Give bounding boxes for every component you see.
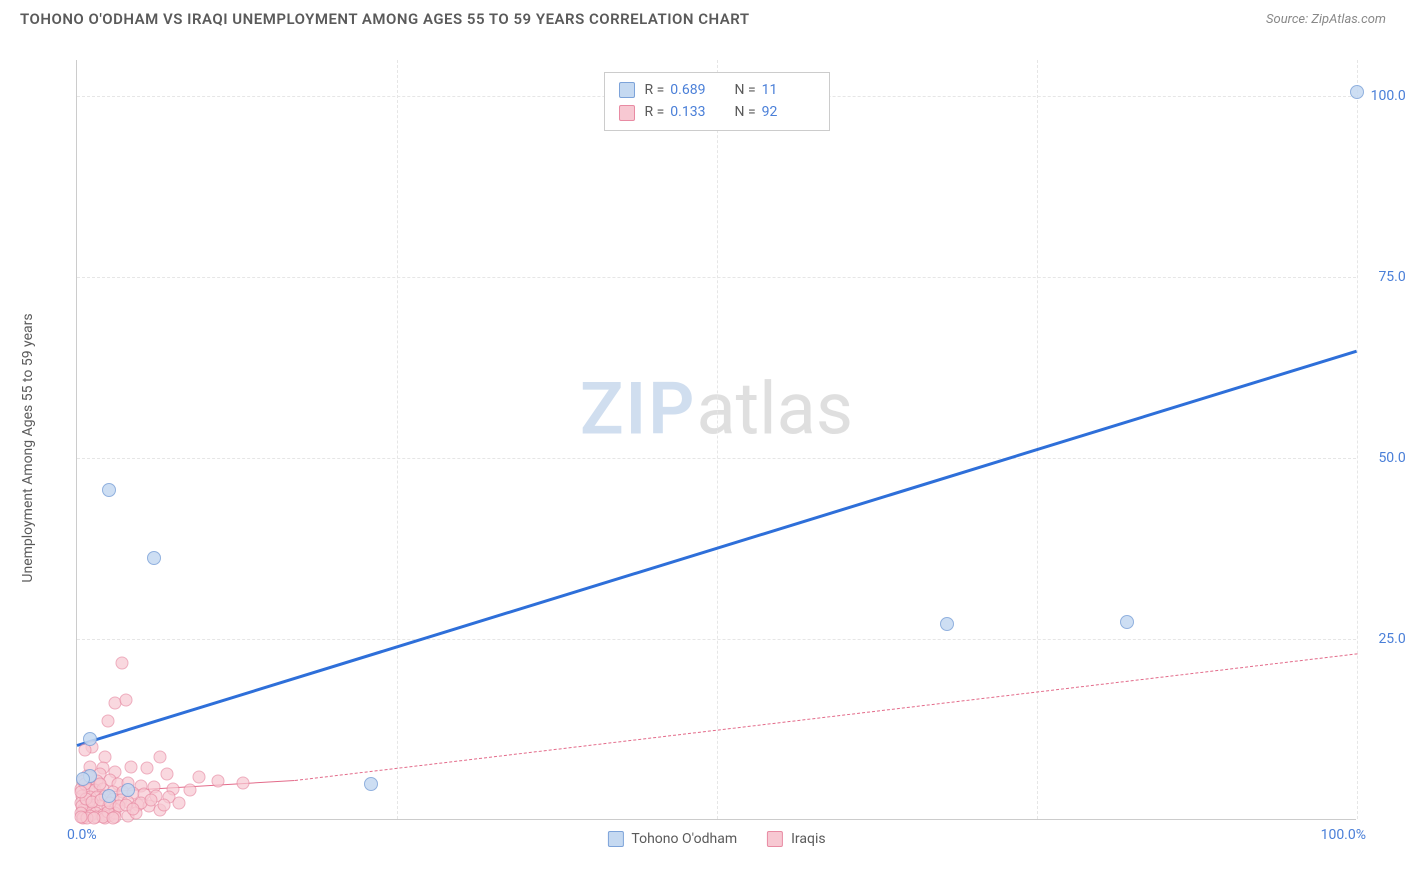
n-value-0: 11 [762, 79, 778, 101]
x-tick-end: 100.0% [1321, 827, 1366, 843]
data-point [119, 693, 132, 706]
r-value-0: 0.689 [670, 79, 705, 101]
watermark-atlas: atlas [696, 367, 853, 452]
data-point [160, 768, 173, 781]
data-point [1120, 615, 1134, 629]
stats-legend: R = 0.689 N = 11 R = 0.133 N = 92 [604, 72, 830, 131]
r-label: R = [645, 101, 665, 123]
y-axis-label: Unemployment Among Ages 55 to 59 years [20, 313, 36, 582]
data-point [211, 774, 224, 787]
legend-item-iraqis: Iraqis [767, 831, 825, 847]
data-point [154, 751, 167, 764]
series-legend: Tohono O'odham Iraqis [607, 831, 825, 847]
data-point [173, 797, 186, 810]
chart-container: Unemployment Among Ages 55 to 59 years Z… [48, 48, 1388, 848]
y-tick-label: 75.0% [1378, 269, 1406, 285]
n-label: N = [735, 101, 756, 123]
swatch-tohono-icon [619, 82, 635, 98]
legend-label-1: Iraqis [791, 831, 825, 847]
data-point [102, 789, 116, 803]
data-point [74, 810, 87, 823]
legend-item-tohono: Tohono O'odham [607, 831, 737, 847]
data-point [127, 802, 140, 815]
x-tick-start: 0.0% [67, 827, 97, 843]
y-tick-label: 25.0% [1378, 631, 1406, 647]
watermark-zip: ZIP [580, 367, 696, 452]
gridline-v [397, 60, 398, 819]
data-point [364, 777, 378, 791]
data-point [192, 771, 205, 784]
data-point [121, 783, 135, 797]
swatch-tohono-icon [607, 831, 623, 847]
n-value-1: 92 [762, 101, 778, 123]
stats-row-1: R = 0.133 N = 92 [619, 101, 815, 123]
data-point [124, 760, 137, 773]
data-point [101, 715, 114, 728]
stats-row-0: R = 0.689 N = 11 [619, 79, 815, 101]
data-point [83, 732, 97, 746]
r-label: R = [645, 79, 665, 101]
y-tick-label: 50.0% [1378, 450, 1406, 466]
data-point [147, 551, 161, 565]
data-point [237, 776, 250, 789]
data-point [76, 772, 90, 786]
r-value-1: 0.133 [670, 101, 705, 123]
n-label: N = [735, 79, 756, 101]
source-label: Source: ZipAtlas.com [1266, 12, 1386, 27]
data-point [115, 657, 128, 670]
gridline-v [1357, 60, 1358, 819]
data-point [141, 762, 154, 775]
data-point [940, 617, 954, 631]
plot-area: ZIPatlas R = 0.689 N = 11 R = 0.133 N = … [76, 60, 1356, 820]
data-point [102, 483, 116, 497]
swatch-iraqis-icon [619, 105, 635, 121]
trend-line [295, 654, 1358, 782]
data-point [183, 784, 196, 797]
data-point [1350, 85, 1364, 99]
legend-label-0: Tohono O'odham [631, 831, 737, 847]
swatch-iraqis-icon [767, 831, 783, 847]
data-point [106, 811, 119, 824]
y-tick-label: 100.0% [1371, 88, 1406, 104]
data-point [87, 811, 100, 824]
header: TOHONO O'ODHAM VS IRAQI UNEMPLOYMENT AMO… [0, 0, 1406, 28]
data-point [74, 785, 87, 798]
gridline-v [1037, 60, 1038, 819]
gridline-v [717, 60, 718, 819]
data-point [158, 798, 171, 811]
chart-title: TOHONO O'ODHAM VS IRAQI UNEMPLOYMENT AMO… [20, 10, 750, 28]
